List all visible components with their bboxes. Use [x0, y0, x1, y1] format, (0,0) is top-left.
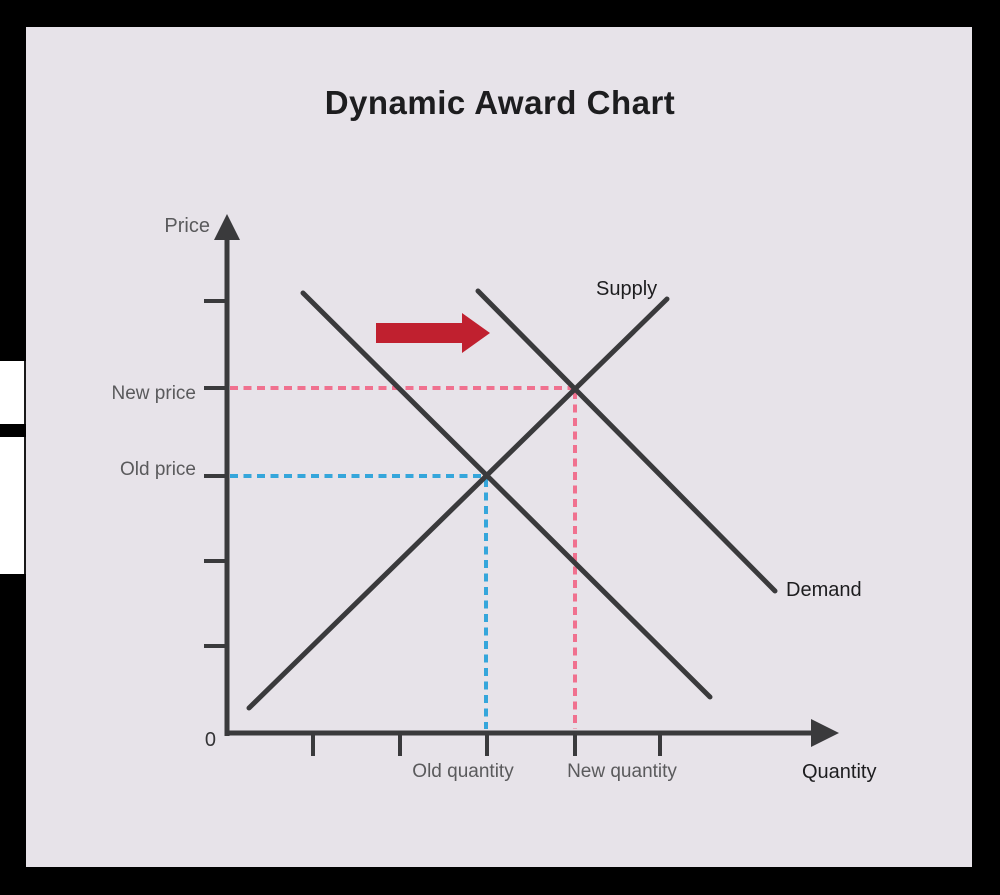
x-axis-label: Quantity: [802, 761, 877, 783]
origin-label: 0: [204, 729, 216, 751]
new-price-annotation: New price: [111, 383, 196, 404]
old-quantity-annotation: Old quantity: [412, 761, 514, 782]
y-axis-label: Price: [164, 215, 210, 237]
chart-title: Dynamic Award Chart: [324, 84, 676, 121]
left-edge-panel-fragment: [0, 437, 26, 574]
old-price-annotation: Old price: [119, 459, 196, 480]
demand-curve-label: Demand: [786, 579, 862, 601]
new-quantity-annotation: New quantity: [567, 761, 677, 782]
diagram-canvas: [26, 27, 972, 867]
supply-curve-label: Supply: [596, 278, 658, 300]
left-edge-panel-fragment: [0, 361, 26, 424]
